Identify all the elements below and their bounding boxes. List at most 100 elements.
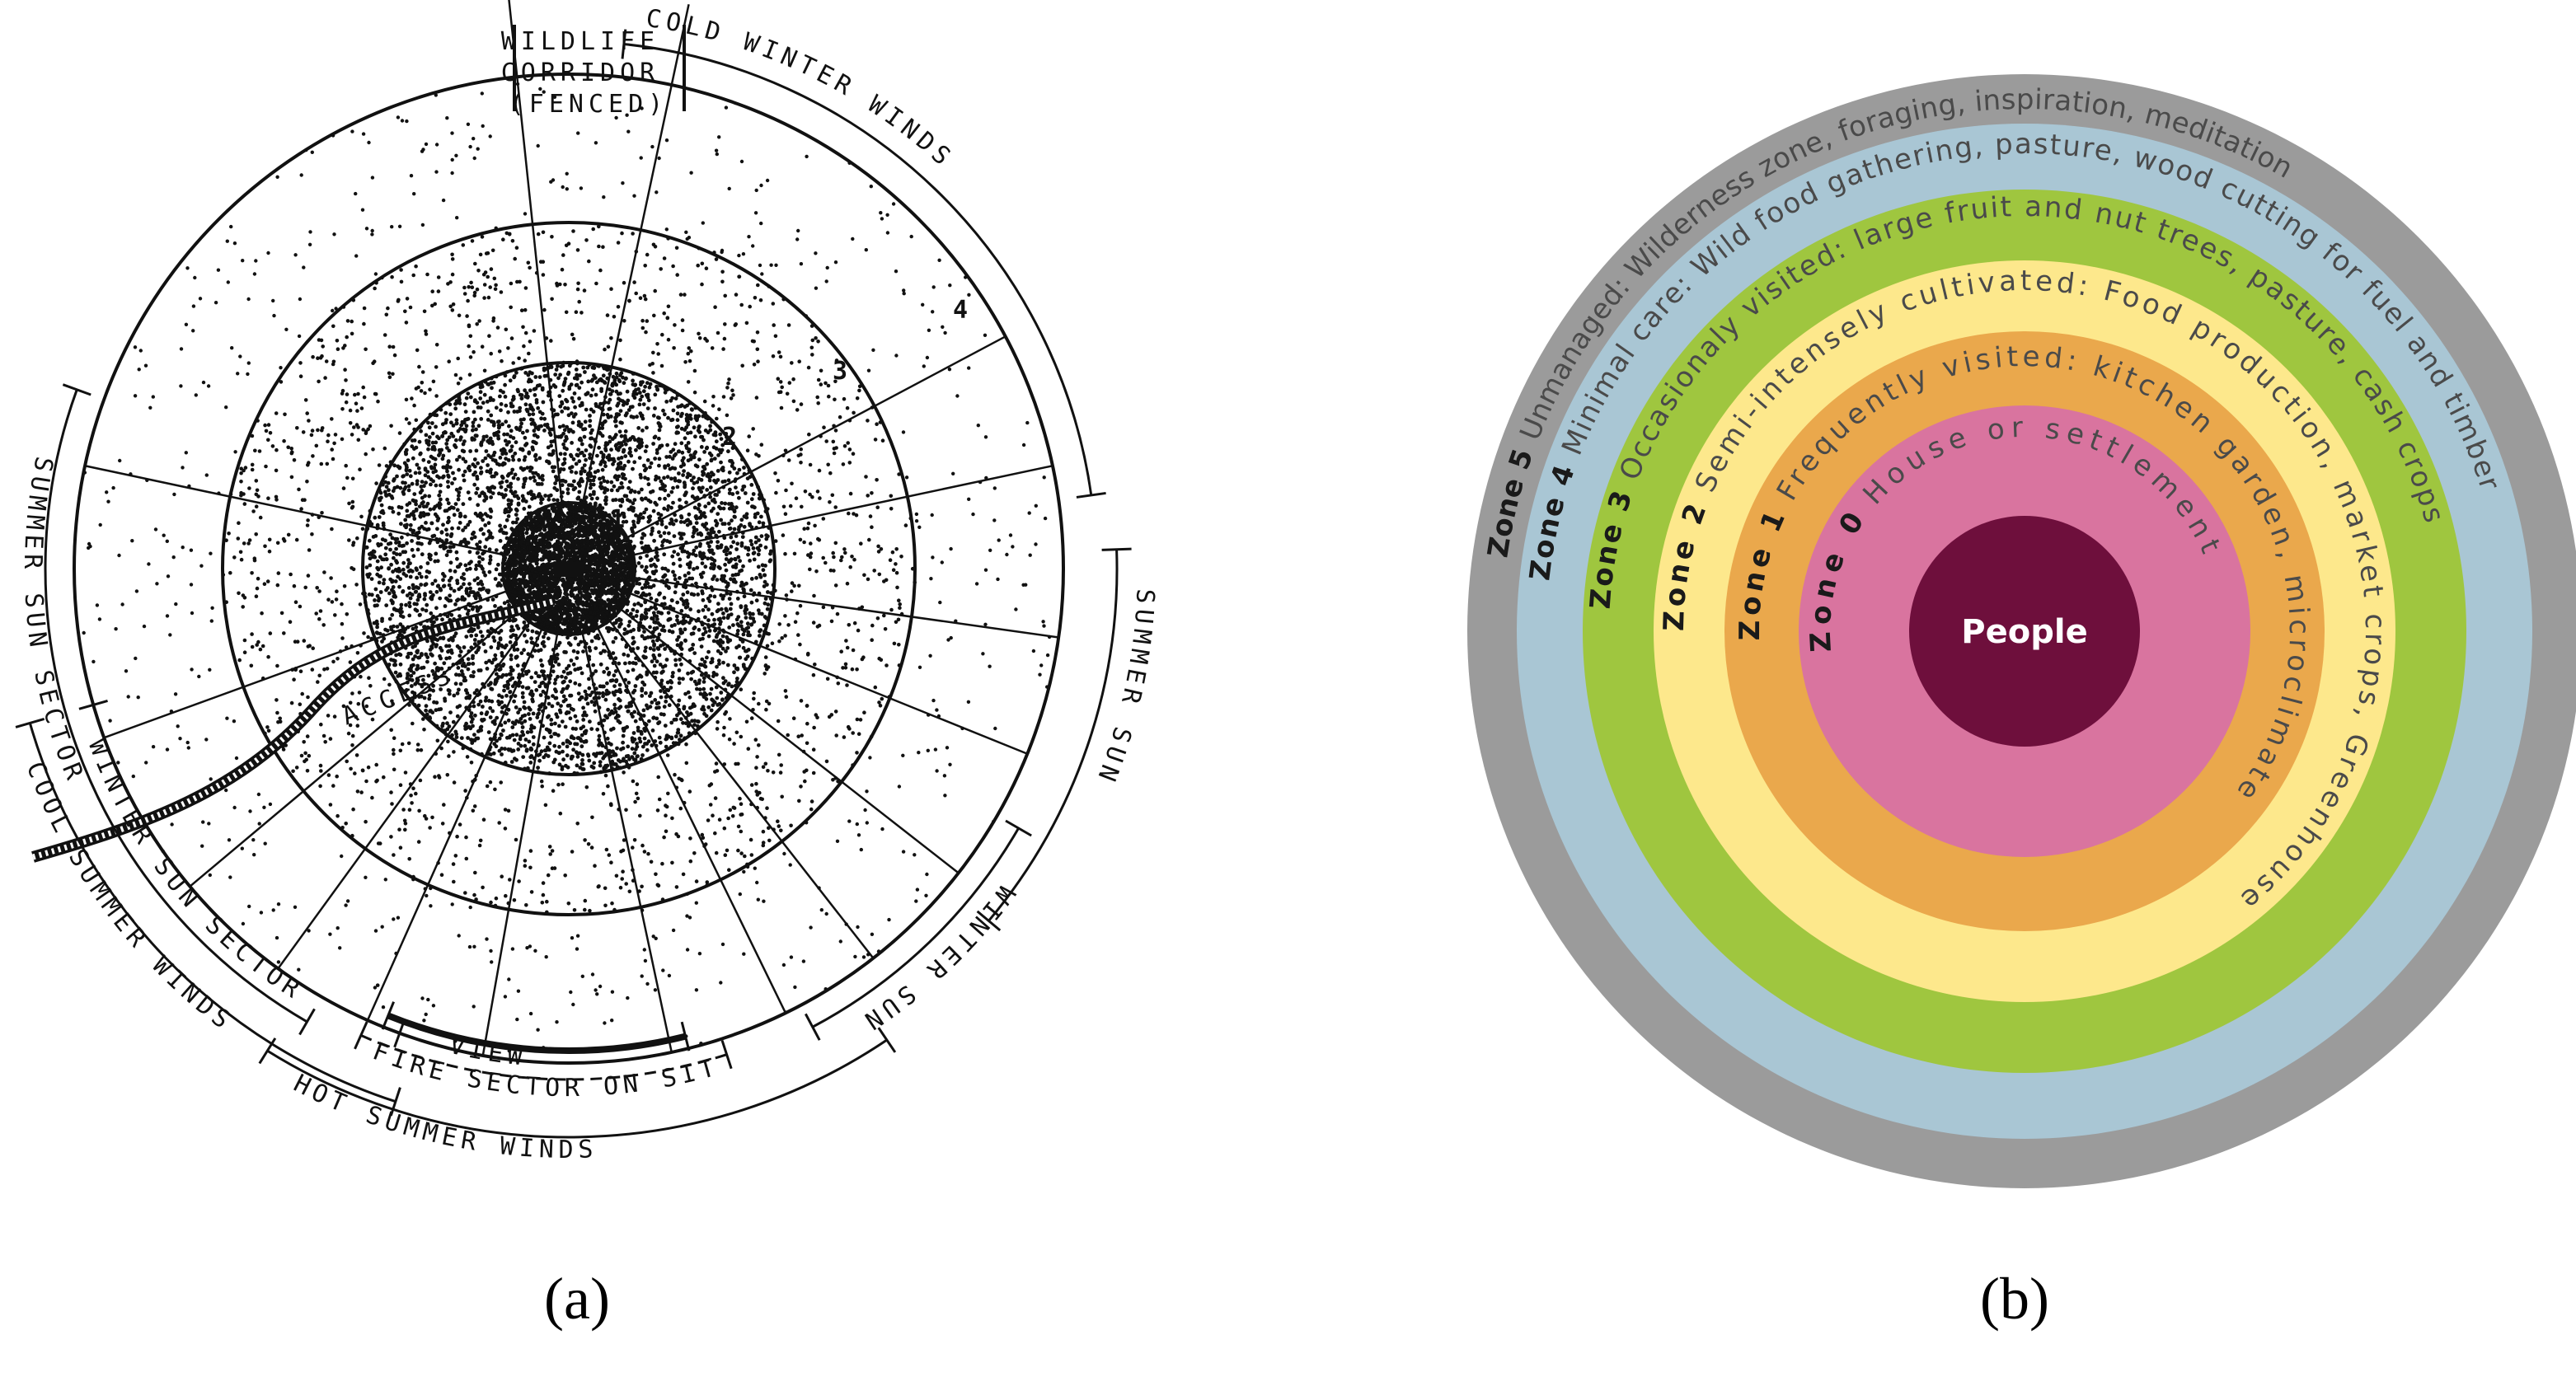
dot [369, 592, 374, 597]
dot [667, 586, 671, 590]
dot [602, 516, 607, 521]
dot [640, 586, 645, 591]
dot [423, 473, 428, 478]
dot [585, 591, 590, 596]
dot [481, 705, 485, 709]
dot [738, 559, 742, 564]
dot [670, 457, 675, 461]
dot [614, 536, 620, 541]
dot [570, 505, 575, 511]
dot [572, 621, 577, 625]
dot [595, 453, 599, 458]
dot [429, 482, 433, 487]
dot [589, 727, 594, 731]
dot [568, 532, 574, 536]
dot [681, 473, 685, 477]
dot [669, 686, 673, 690]
dot [640, 564, 644, 569]
dot [512, 410, 517, 414]
dot [472, 638, 477, 642]
dot [593, 569, 598, 574]
dot [684, 500, 688, 505]
dot [472, 733, 476, 737]
dot [533, 386, 538, 391]
dot [575, 656, 579, 660]
dot [565, 710, 570, 714]
dot [601, 578, 606, 583]
dot [572, 616, 577, 621]
dot [565, 546, 571, 550]
dot [675, 600, 680, 605]
dot [407, 501, 412, 505]
dot [519, 396, 524, 400]
dot [565, 491, 570, 495]
dot [424, 433, 429, 438]
dot [504, 403, 509, 408]
dot [571, 555, 576, 560]
dot [541, 521, 546, 526]
dot [516, 566, 521, 571]
dot [430, 431, 435, 436]
dot [705, 655, 709, 660]
dot [537, 567, 542, 572]
dot [403, 518, 408, 522]
dot [582, 540, 587, 545]
dot [605, 666, 609, 671]
dot [457, 687, 461, 692]
dot [531, 447, 535, 452]
dot [498, 636, 503, 640]
dot [593, 602, 598, 607]
dot [568, 605, 573, 610]
dot [728, 607, 733, 611]
dot [505, 686, 510, 691]
dot [697, 503, 701, 508]
dot [489, 645, 494, 649]
dot [678, 717, 683, 722]
dot [626, 681, 631, 685]
dot [546, 512, 551, 517]
dot [542, 429, 547, 433]
dot [455, 714, 460, 719]
dot [556, 585, 561, 590]
dot [657, 463, 661, 468]
dot [482, 392, 487, 397]
dot [606, 707, 610, 712]
dot [644, 564, 649, 569]
dot [657, 496, 662, 501]
dot [503, 747, 507, 752]
dot [499, 402, 504, 406]
dot [542, 735, 547, 740]
dot [598, 480, 603, 485]
dot [584, 552, 589, 557]
dot [632, 498, 637, 502]
dot [568, 619, 573, 624]
dot [500, 700, 504, 705]
dot [509, 653, 514, 658]
dot [399, 602, 404, 607]
dot [725, 663, 730, 667]
dot [635, 609, 640, 614]
dot [708, 485, 713, 489]
dot [631, 466, 635, 471]
dot [429, 454, 434, 459]
dot [576, 579, 582, 584]
dot [561, 577, 565, 582]
dot [742, 594, 747, 599]
dot [635, 415, 639, 419]
dot [691, 534, 695, 539]
dot [721, 676, 725, 681]
dot [560, 598, 565, 603]
dot [594, 404, 598, 409]
dot [431, 470, 436, 475]
dot [591, 558, 596, 563]
dot [417, 504, 422, 508]
dot [716, 540, 720, 544]
dot [595, 496, 599, 501]
dot [678, 576, 682, 580]
dot [579, 616, 584, 621]
dot [648, 558, 653, 563]
dot [645, 458, 650, 462]
dot [479, 471, 483, 475]
dot [419, 583, 424, 587]
dot [595, 578, 600, 583]
